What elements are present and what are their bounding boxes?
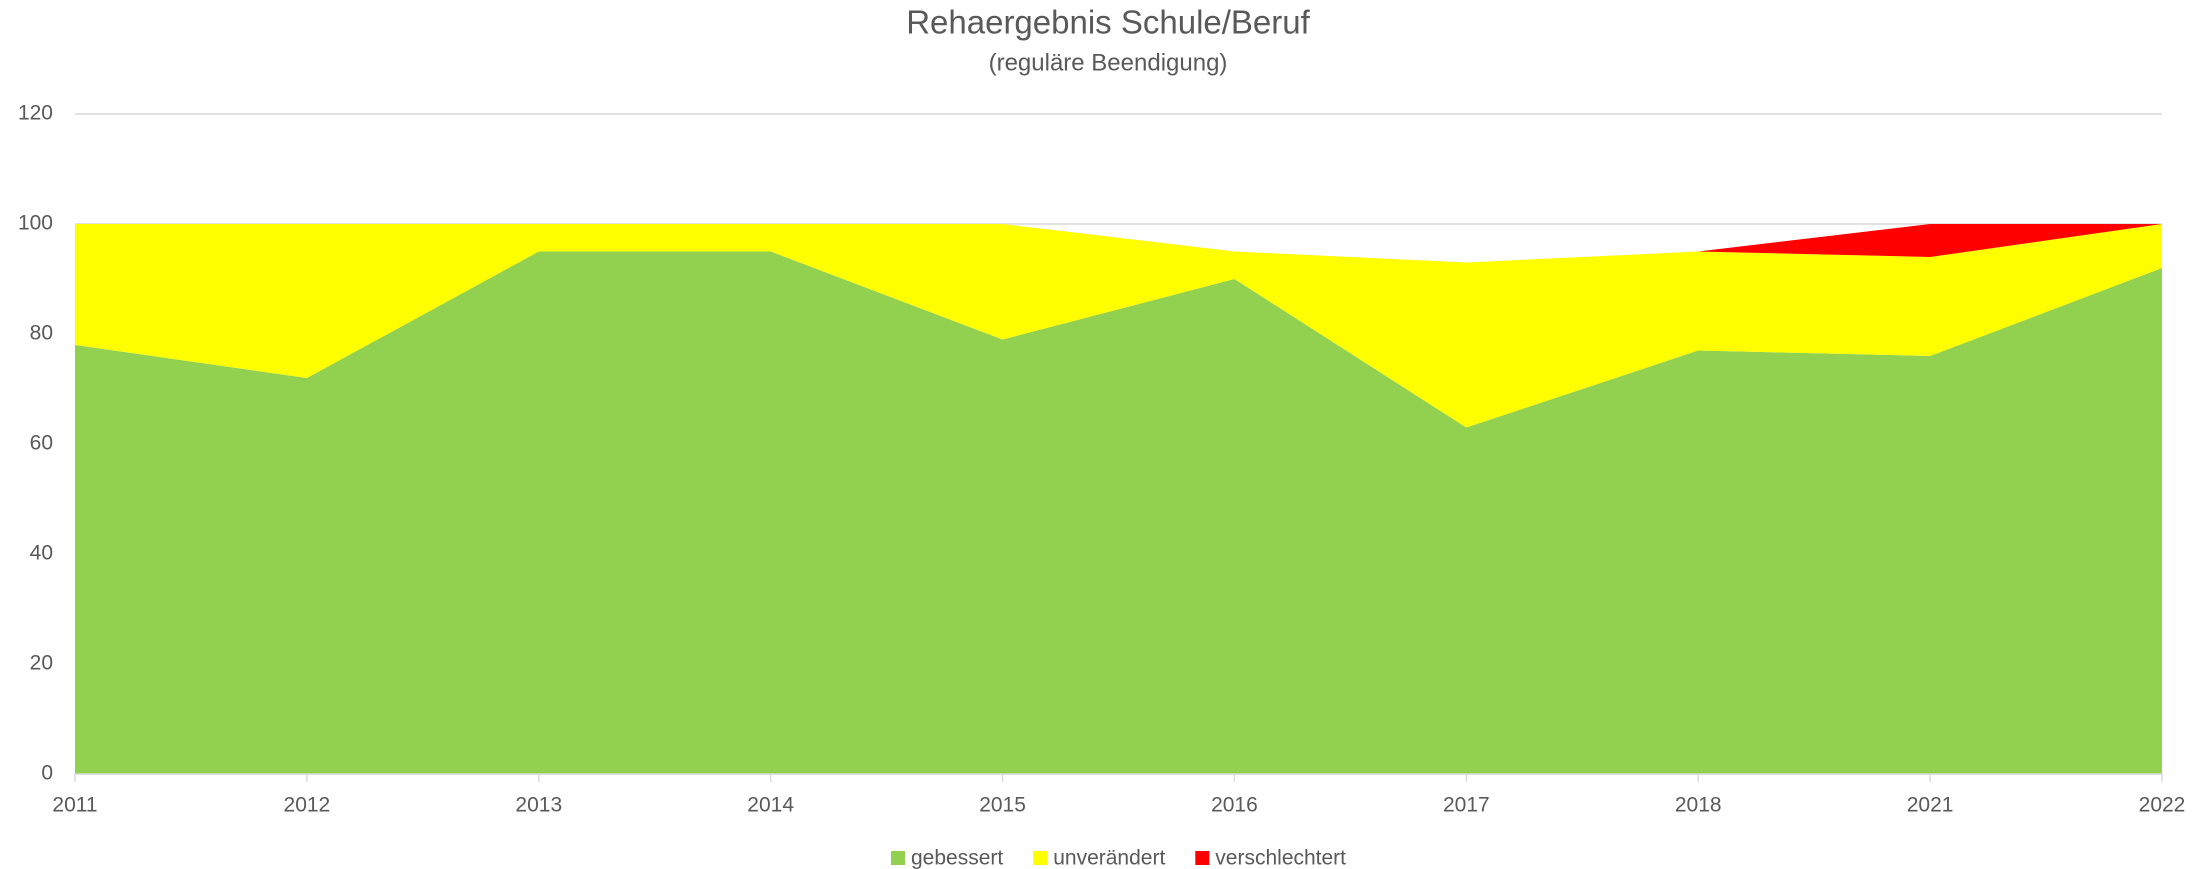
y-tick-label: 20 xyxy=(30,652,53,675)
legend-swatch xyxy=(1195,851,1210,865)
x-tick-label: 2017 xyxy=(1443,794,1490,817)
y-tick-label: 80 xyxy=(30,322,53,345)
legend-swatch xyxy=(890,851,905,865)
x-tick-label: 2013 xyxy=(515,794,562,817)
chart-subtitle: (reguläre Beendigung) xyxy=(989,49,1228,76)
legend-label: unverändert xyxy=(1053,847,1165,869)
x-tick-label: 2011 xyxy=(52,794,97,817)
area xyxy=(75,224,2162,428)
y-tick-label: 60 xyxy=(30,432,53,455)
legend-label: verschlechtert xyxy=(1215,847,1346,869)
area xyxy=(75,251,2162,774)
y-tick-label: 40 xyxy=(30,542,53,565)
y-tick-label: 100 xyxy=(18,212,53,235)
legend-swatch xyxy=(1033,851,1048,865)
area xyxy=(75,224,2162,263)
x-tick-label: 2018 xyxy=(1675,794,1722,817)
x-tick-label: 2016 xyxy=(1211,794,1258,817)
legend-label: gebessert xyxy=(911,847,1003,869)
chart-title: Rehaergebnis Schule/Beruf xyxy=(906,4,1310,41)
x-tick-label: 2012 xyxy=(284,794,331,817)
x-tick-label: 2021 xyxy=(1907,794,1954,817)
x-tick-label: 2015 xyxy=(979,794,1026,817)
y-tick-label: 120 xyxy=(18,102,53,125)
y-tick-label: 0 xyxy=(41,762,53,785)
x-tick-label: 2022 xyxy=(2139,794,2186,817)
x-tick-label: 2014 xyxy=(747,794,794,817)
